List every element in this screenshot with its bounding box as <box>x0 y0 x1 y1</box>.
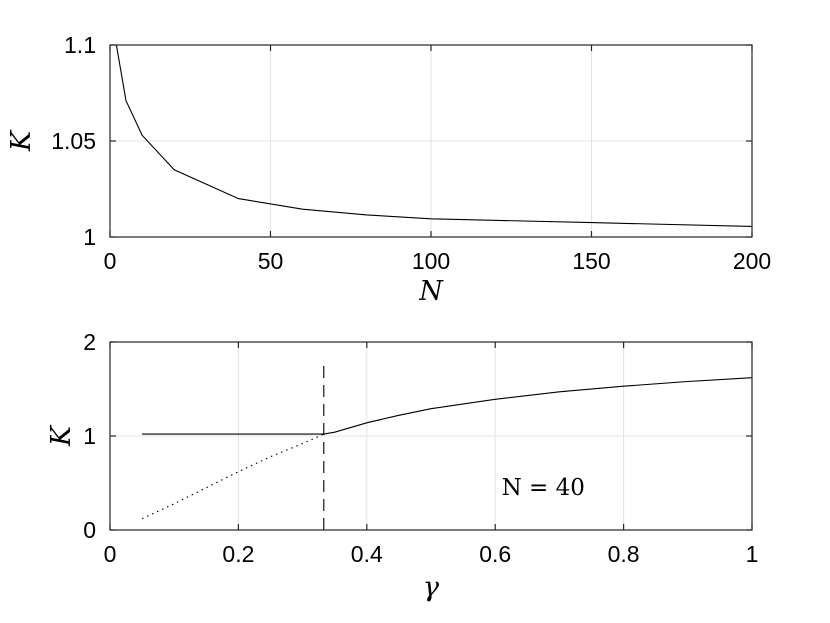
x-tick-label: 0.8 <box>608 541 640 567</box>
x-tick-label: 150 <box>572 248 610 274</box>
x-tick-label: 1 <box>746 541 759 567</box>
dotted-series-line-2 <box>141 433 325 520</box>
y-tick-label: 0 <box>83 517 96 543</box>
y-tick-label: 1.1 <box>64 32 96 58</box>
x-tick-label: 200 <box>733 248 771 274</box>
x-tick-label: 0.6 <box>479 541 511 567</box>
x-tick-label: 0 <box>104 248 117 274</box>
x-axis-label: γ <box>423 572 440 603</box>
x-tick-label: 0.4 <box>351 541 383 567</box>
x-tick-label: 50 <box>258 248 284 274</box>
series-line-1 <box>323 377 753 435</box>
y-tick-label: 1.05 <box>51 128 96 154</box>
y-tick-label: 1 <box>83 224 96 250</box>
bottom-panel: 0 0.2 0.4 0.6 0.8 1 0 1 2 N = 40 γ K <box>46 329 758 603</box>
x-tick-label: 0.2 <box>222 541 254 567</box>
series-line-0 <box>115 44 753 227</box>
y-axis-label: K <box>46 424 77 447</box>
x-tick-label: 0 <box>104 541 117 567</box>
x-tick-label: 100 <box>412 248 450 274</box>
plot-frame <box>109 44 753 238</box>
plot-frame <box>109 341 753 531</box>
x-axis-label: N <box>418 276 444 307</box>
y-tick-label: 1 <box>83 423 96 449</box>
annotation-text: N = 40 <box>502 475 585 501</box>
y-axis-label: K <box>6 129 37 152</box>
y-tick-label: 2 <box>83 329 96 355</box>
top-panel: 0 50 100 150 200 1 1.05 1.1 N K <box>6 32 771 307</box>
